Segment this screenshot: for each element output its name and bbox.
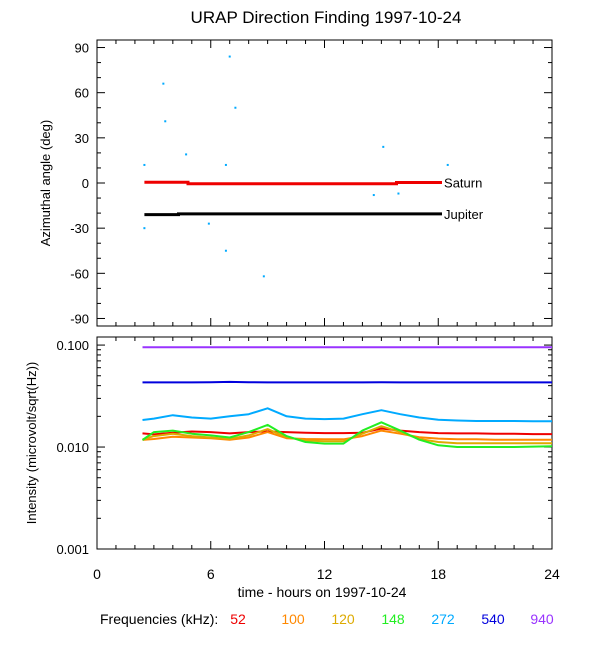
int-ytick-label: 0.001	[56, 542, 89, 557]
scatter-point	[262, 275, 265, 278]
reference-label-jupiter: Jupiter	[444, 207, 484, 222]
az-ytick-label: -60	[70, 266, 89, 281]
intensity-series	[141, 346, 553, 448]
x-axis-label: time - hours on 1997-10-24	[238, 584, 407, 600]
legend-item-52: 52	[230, 611, 246, 627]
xtick-label: 24	[544, 566, 560, 582]
legend-item-148: 148	[381, 611, 405, 627]
scatter-point	[382, 145, 385, 148]
scatter-point	[143, 163, 146, 166]
int-ytick-label: 0.010	[56, 440, 89, 455]
frequency-legend: Frequencies (kHz): 52 100 120 148 272 540 940	[100, 611, 554, 627]
int-ytick-label: 0.100	[56, 338, 89, 353]
scatter-point	[207, 222, 210, 225]
legend-item-100: 100	[281, 611, 305, 627]
legend-item-120: 120	[331, 611, 355, 627]
xtick-label: 12	[317, 566, 333, 582]
azimuth-ticks: 90 60 30 0 -30 -60 -90	[70, 40, 553, 326]
legend-title: Frequencies (kHz):	[100, 611, 218, 627]
reference-line-jupiter	[144, 212, 442, 217]
reference-label-saturn: Saturn	[444, 176, 482, 191]
azimuth-reference-lines: Saturn Jupiter	[144, 176, 484, 222]
chart-title: URAP Direction Finding 1997-10-24	[191, 8, 462, 27]
az-ytick-label: 30	[75, 131, 89, 146]
xtick-label: 0	[93, 566, 101, 582]
reference-line-saturn	[144, 180, 442, 186]
az-ytick-label: 60	[75, 86, 89, 101]
scatter-point	[228, 55, 231, 58]
legend-item-272: 272	[431, 611, 455, 627]
scatter-point	[143, 227, 146, 230]
scatter-point	[224, 163, 227, 166]
scatter-point	[224, 249, 227, 252]
azimuth-scatter-points	[143, 55, 449, 278]
series-line-52	[142, 427, 552, 436]
scatter-point	[162, 82, 165, 85]
scatter-point	[372, 194, 375, 197]
legend-item-940: 940	[530, 611, 554, 627]
intensity-ticks: 0.100 0.010 0.001 0 6 12 18 24	[56, 337, 560, 582]
scatter-point	[446, 163, 449, 166]
legend-item-540: 540	[481, 611, 505, 627]
azimuth-panel: 90 60 30 0 -30 -60 -90 Saturn Jupiter Azimuthal…	[38, 39, 553, 327]
series-line-540	[142, 380, 552, 384]
series-line-120	[142, 425, 552, 445]
intensity-panel: 0.100 0.010 0.001 0 6 12 18 24 Intensity (micro…	[24, 336, 560, 600]
scatter-point	[234, 106, 237, 109]
azimuth-y-axis-label: Azimuthal angle (deg)	[38, 120, 53, 246]
series-line-272	[142, 407, 552, 423]
az-ytick-label: 0	[82, 176, 89, 191]
xtick-label: 18	[430, 566, 446, 582]
intensity-y-axis-label: Intensity (microvolt/sqrt(Hz))	[24, 362, 39, 525]
scatter-point	[164, 120, 167, 123]
az-ytick-label: -30	[70, 221, 89, 236]
series-line-148	[141, 421, 553, 448]
scatter-point	[185, 153, 188, 156]
xtick-label: 6	[207, 566, 215, 582]
az-ytick-label: -90	[70, 311, 89, 326]
scatter-point	[397, 192, 400, 195]
az-ytick-label: 90	[75, 41, 89, 56]
